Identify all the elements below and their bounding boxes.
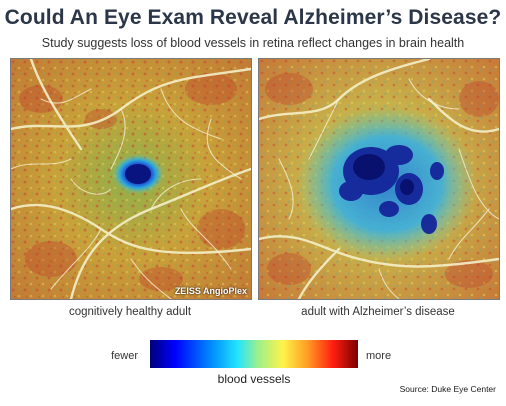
caption-healthy: cognitively healthy adult: [68, 306, 192, 318]
retina-image-alzheimers: [258, 58, 500, 300]
caption-alzheimers: adult with Alzheimer’s disease: [301, 306, 455, 318]
colorbar: [150, 340, 358, 368]
page-title: Could An Eye Exam Reveal Alzheimer’s Dis…: [4, 6, 502, 29]
retina-image-healthy: ZEISS AngioPlex: [10, 58, 252, 300]
watermark: ZEISS AngioPlex: [174, 286, 247, 296]
legend-title: blood vessels: [217, 372, 291, 386]
page-subtitle: Study suggests loss of blood vessels in …: [41, 36, 465, 50]
legend-low-label: fewer: [111, 350, 138, 362]
legend-high-label: more: [366, 350, 392, 362]
source-credit: Source: Duke Eye Center: [399, 384, 496, 394]
